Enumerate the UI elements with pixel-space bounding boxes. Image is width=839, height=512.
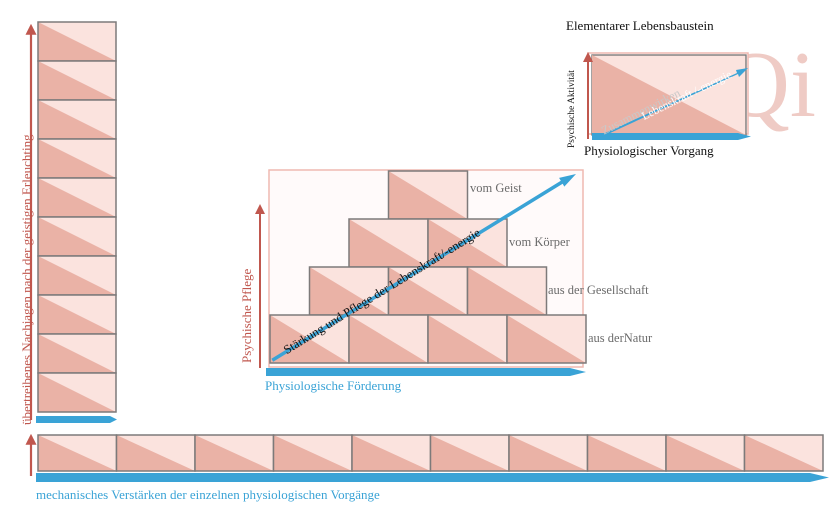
bottom-row-brick (429, 434, 510, 472)
level-label-gesellschaft: aus der Gesellschaft (548, 283, 649, 297)
pyramid-brick (387, 266, 469, 316)
left-column-brick (37, 216, 117, 257)
inset-blue-base-arrow (592, 133, 751, 140)
bottom-row-brick (272, 434, 353, 472)
left-column-label: übertreibenes Nachjagen nach der geistig… (19, 134, 34, 425)
inset-x-label: Physiologischer Vorgang (584, 143, 714, 158)
pyramid-brick (348, 314, 429, 364)
inset-diagonal-blue-arrow (594, 68, 748, 140)
bottom-brick-row (37, 434, 824, 472)
bottom-row-brick (508, 434, 589, 472)
inset-brick (591, 54, 747, 136)
left-brick-column (37, 21, 117, 413)
bottom-row-brick (586, 434, 667, 472)
bottom-row-label: mechanisches Verstärken der einzelnen ph… (36, 487, 380, 502)
inset-title: Elementarer Lebensbaustein (566, 18, 714, 33)
level-label-koerper: vom Körper (509, 235, 570, 249)
left-column-brick (37, 333, 117, 374)
pyramid-brick (506, 314, 587, 364)
bottom-row-brick (194, 434, 275, 472)
left-column-brick (37, 99, 117, 140)
pyramid-diagonal-blue-arrow (271, 174, 576, 362)
inset-y-label: Psychische Aktivität (567, 70, 577, 148)
bottom-row-brick (351, 434, 432, 472)
left-column-brick (37, 177, 117, 218)
level-label-geist: vom Geist (470, 181, 522, 195)
left-column-brick (37, 60, 117, 101)
left-column-brick (37, 294, 117, 335)
pyramid-brick (427, 218, 508, 268)
left-column-brick (37, 138, 117, 179)
pyramid-brick (348, 218, 429, 268)
pyramid-brick (466, 266, 548, 316)
pyramid-brick (387, 170, 469, 220)
left-column-brick (37, 21, 117, 62)
bottom-row-brick (37, 434, 118, 472)
level-label-natur: aus derNatur (588, 331, 653, 345)
left-column-brick (37, 372, 117, 413)
pyramid-y-label: Psychische Pflege (239, 268, 254, 363)
bottom-row-brick (743, 434, 824, 472)
left-column-brick (37, 255, 117, 296)
bottom-row-brick (665, 434, 746, 472)
pyramid-brick (427, 314, 508, 364)
bottom-blue-arrow (36, 473, 829, 482)
left-blue-base-arrow (36, 416, 117, 423)
pyramid-x-label: Physiologische Förderung (265, 378, 402, 393)
pyramid-blue-base-arrow (266, 368, 586, 376)
bottom-row-brick (115, 434, 196, 472)
